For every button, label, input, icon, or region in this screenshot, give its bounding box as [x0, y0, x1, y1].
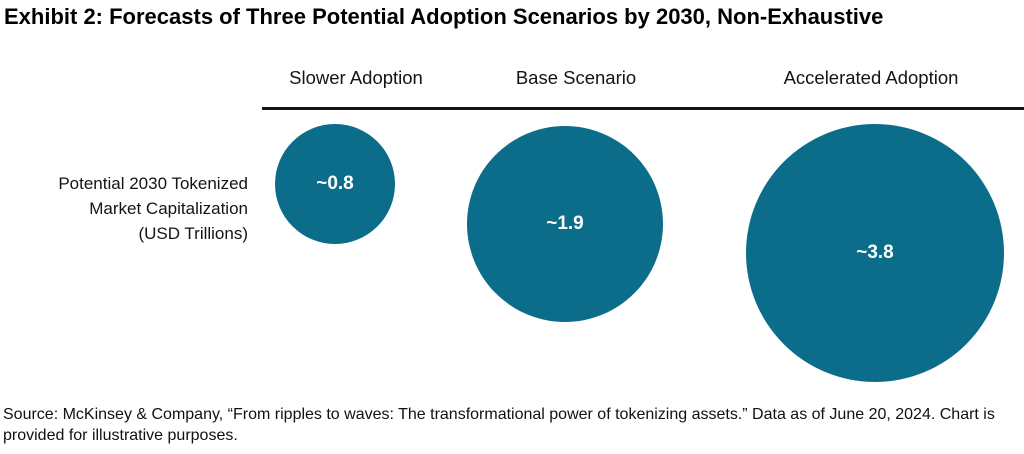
- source-note: Source: McKinsey & Company, “From ripple…: [3, 406, 995, 444]
- measure-row-label: Potential 2030 Tokenized Market Capitali…: [58, 174, 248, 243]
- bubble-slower-adoption: ~0.8: [275, 124, 395, 244]
- bubble-value-label-accelerated: ~3.8: [856, 242, 894, 263]
- bubble-base-scenario: ~1.9: [467, 126, 663, 322]
- bubble-value-label-slower: ~0.8: [316, 173, 354, 194]
- scenario-header-accelerated-adoption: Accelerated Adoption: [783, 67, 959, 88]
- scenario-header-slower-adoption: Slower Adoption: [289, 67, 423, 88]
- header-divider-rule: [262, 107, 1024, 110]
- scenario-header-base-scenario: Base Scenario: [515, 67, 637, 88]
- exhibit-title: Exhibit 2: Forecasts of Three Potential …: [4, 4, 884, 29]
- bubble-accelerated-adoption: ~3.8: [746, 124, 1004, 382]
- bubble-value-label-base: ~1.9: [546, 213, 584, 234]
